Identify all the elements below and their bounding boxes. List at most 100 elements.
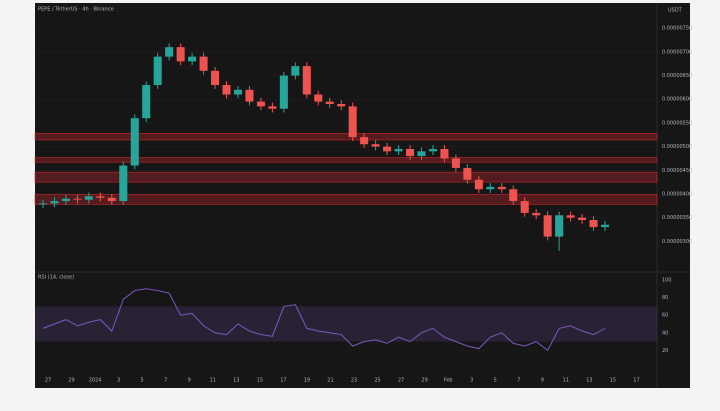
candle-body bbox=[211, 70, 220, 86]
x-tick-label: 11 bbox=[563, 378, 569, 384]
candle-body bbox=[600, 224, 610, 228]
x-tick-label: 27 bbox=[45, 378, 51, 384]
x-tick-label: 5 bbox=[494, 378, 497, 384]
y-tick-label: 0.00000350 bbox=[662, 215, 692, 221]
candle-body bbox=[222, 85, 231, 95]
y-tick-label: 0.00000600 bbox=[662, 97, 692, 103]
x-tick-label: 11 bbox=[210, 378, 216, 384]
candle-body bbox=[130, 118, 139, 166]
x-tick-label: 9 bbox=[188, 378, 191, 384]
candle-body bbox=[509, 189, 518, 202]
zone bbox=[34, 157, 658, 163]
chart-title: PEPE / TetherUS · 4h · Binance bbox=[38, 7, 114, 13]
x-tick-label: 2024 bbox=[89, 378, 102, 384]
x-tick-label: 29 bbox=[421, 378, 427, 384]
candle-body bbox=[348, 106, 357, 138]
candle-body bbox=[337, 103, 346, 107]
candle-body bbox=[325, 101, 334, 104]
candle-body bbox=[555, 215, 564, 237]
zone bbox=[34, 133, 658, 141]
rsi-title: RSI (14, close) bbox=[38, 275, 74, 281]
chart-background bbox=[35, 3, 690, 388]
x-tick-label: 3 bbox=[117, 378, 120, 384]
rsi-tick-label: 40 bbox=[662, 330, 668, 336]
currency-label: USDT bbox=[668, 8, 683, 14]
y-tick-label: 0.00000700 bbox=[662, 49, 692, 55]
candle-body bbox=[394, 148, 403, 152]
x-tick-label: 7 bbox=[164, 378, 167, 384]
candle-body bbox=[440, 148, 449, 159]
rsi-tick-label: 100 bbox=[662, 278, 672, 284]
candle-body bbox=[256, 101, 265, 107]
x-tick-label: 3 bbox=[470, 378, 473, 384]
candle-body bbox=[268, 106, 277, 109]
x-tick-label: 9 bbox=[541, 378, 544, 384]
y-tick-label: 0.00000400 bbox=[662, 191, 692, 197]
y-tick-label: 0.00000500 bbox=[662, 144, 692, 150]
candle-body bbox=[371, 144, 380, 147]
candle-body bbox=[578, 217, 587, 221]
x-tick-label: 13 bbox=[586, 378, 592, 384]
candle-body bbox=[73, 198, 82, 200]
x-tick-label: 13 bbox=[233, 378, 239, 384]
candle-body bbox=[463, 167, 472, 180]
candle-body bbox=[417, 151, 426, 157]
candle-body bbox=[279, 75, 288, 109]
candle-body bbox=[291, 66, 300, 76]
rsi-tick-label: 80 bbox=[662, 295, 668, 301]
zone bbox=[34, 171, 658, 183]
x-tick-label: 27 bbox=[398, 378, 404, 384]
candle-body bbox=[188, 56, 197, 62]
y-tick-label: 0.00000750 bbox=[662, 26, 692, 32]
candle-body bbox=[176, 47, 185, 62]
x-tick-label: Feb bbox=[444, 378, 453, 384]
candle-body bbox=[589, 220, 598, 228]
y-tick-label: 0.00000550 bbox=[662, 120, 692, 126]
candle-body bbox=[199, 56, 208, 71]
zone bbox=[34, 194, 658, 205]
candle-body bbox=[520, 201, 529, 213]
candle-body bbox=[233, 89, 242, 95]
candle-body bbox=[566, 215, 575, 218]
candle-body bbox=[96, 196, 105, 198]
x-tick-label: 15 bbox=[610, 378, 616, 384]
candle-body bbox=[474, 179, 483, 190]
candle-body bbox=[50, 201, 59, 204]
candle-body bbox=[84, 196, 93, 200]
candle-body bbox=[302, 66, 311, 95]
rsi-band bbox=[35, 306, 657, 342]
x-tick-label: 29 bbox=[68, 378, 74, 384]
candle-body bbox=[451, 158, 460, 168]
candle-body bbox=[532, 212, 541, 216]
rsi-line bbox=[42, 288, 606, 352]
x-tick-label: 15 bbox=[257, 378, 263, 384]
candle-body bbox=[119, 165, 128, 202]
candle-body bbox=[165, 47, 174, 57]
candle-body bbox=[314, 94, 323, 102]
x-tick-label: 5 bbox=[141, 378, 144, 384]
x-tick-label: 21 bbox=[327, 378, 333, 384]
candle-body bbox=[142, 85, 151, 119]
x-tick-label: 23 bbox=[351, 378, 357, 384]
x-tick-label: 7 bbox=[517, 378, 520, 384]
candle-body bbox=[107, 197, 116, 202]
candle-body bbox=[383, 146, 392, 152]
candle-body bbox=[543, 215, 552, 237]
x-tick-label: 25 bbox=[374, 378, 380, 384]
x-tick-label: 19 bbox=[304, 378, 310, 384]
candle-body bbox=[245, 89, 254, 102]
candle-body bbox=[360, 137, 369, 145]
candle-body bbox=[428, 148, 437, 152]
rsi-tick-label: 60 bbox=[662, 313, 668, 319]
candle-body bbox=[406, 148, 415, 157]
candle-body bbox=[486, 186, 495, 190]
candle-body bbox=[61, 198, 70, 202]
rsi-tick-label: 20 bbox=[662, 348, 668, 354]
x-tick-label: 17 bbox=[633, 378, 639, 384]
candle-body bbox=[38, 203, 48, 205]
y-tick-label: 0.00000650 bbox=[662, 73, 692, 79]
y-tick-label: 0.00000450 bbox=[662, 168, 692, 174]
candle-body bbox=[497, 186, 506, 190]
